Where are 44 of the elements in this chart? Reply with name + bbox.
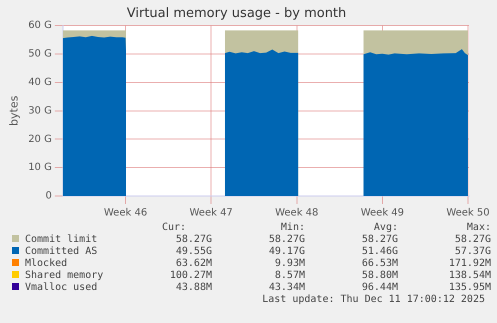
text: 43.88M (174, 282, 212, 294)
text: 9.93M (274, 258, 305, 270)
text: 49.55G (174, 246, 212, 258)
legend-label: Vmalloc used (24, 282, 98, 294)
text: Max: (466, 222, 491, 234)
text: 96.44M (360, 282, 398, 294)
y-tick-label: 50 G (28, 48, 52, 60)
x-tick-label: Week 50 (446, 208, 490, 219)
y-tick-label: 10 G (28, 162, 52, 174)
legend-label: Committed AS (24, 246, 98, 258)
text: Avg: (372, 222, 398, 234)
text: 135.95M (448, 282, 491, 294)
y-tick-label: 20 G (28, 134, 52, 145)
text: Cur: (162, 222, 188, 234)
text: Min: (280, 222, 305, 234)
text: 8.57M (274, 270, 305, 282)
y-tick-label: 40 G (28, 76, 52, 88)
text: 100.27M (168, 270, 212, 282)
x-tick-label: Week 46 (104, 208, 148, 219)
y-axis-title: bytes (7, 95, 20, 126)
text: 138.54M (448, 270, 491, 282)
text: 58.27G (174, 234, 212, 246)
legend-label: Shared memory (24, 270, 104, 282)
y-tick-label: 60 G (28, 20, 52, 32)
x-tick-label: Week 49 (360, 208, 404, 219)
text: 57.37G (454, 246, 491, 258)
text: 66.53M (360, 258, 398, 270)
y-tick-label: 30 G (28, 105, 52, 116)
text: 171.92M (448, 258, 491, 270)
text: 49.17G (268, 246, 305, 258)
text: Last update: Thu Dec 11 17:00:12 2025 (261, 294, 486, 306)
text: 58.27G (268, 234, 305, 246)
chart-title: Virtual memory usage - by month (126, 6, 346, 22)
x-tick-label: Week 48 (275, 208, 318, 219)
text: 51.46G (360, 246, 398, 258)
text: 43.34M (268, 282, 305, 294)
legend-label: Commit limit (24, 234, 98, 246)
x-tick-label: Week 47 (189, 208, 233, 219)
text: 58.27G (360, 234, 398, 246)
text: 58.80M (360, 270, 398, 282)
y-tick-label: 0 (45, 190, 52, 202)
legend-label: Mlocked (24, 258, 68, 270)
text: 58.27G (454, 234, 491, 246)
text: 63.62M (174, 258, 212, 270)
